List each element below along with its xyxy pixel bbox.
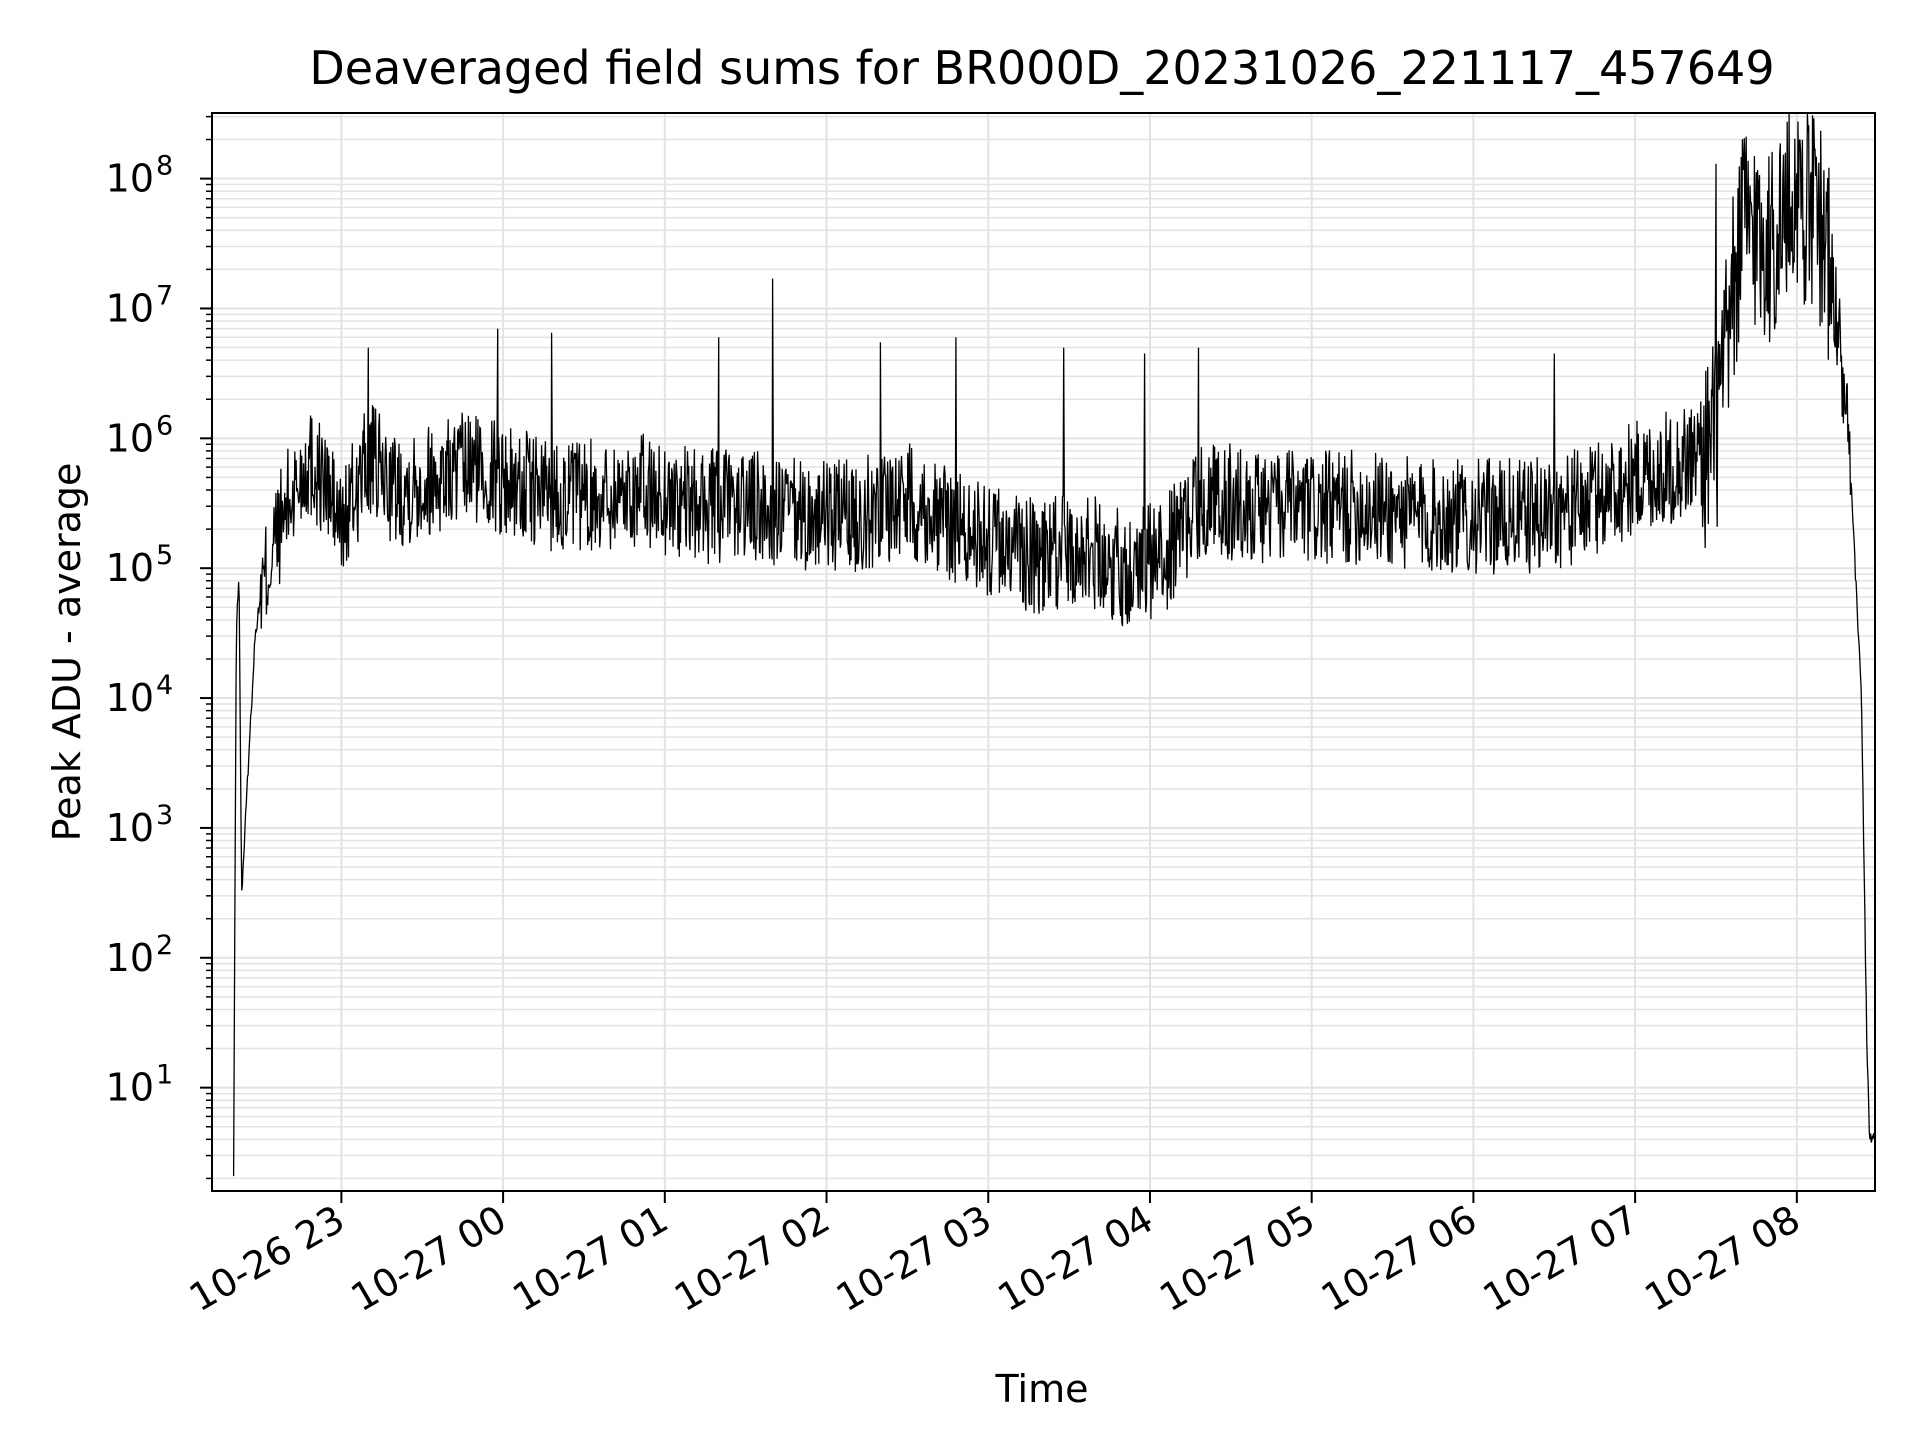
x-tick-label: 10-27 00 <box>344 1197 514 1321</box>
y-tick-label: 10 <box>106 1066 154 1110</box>
plot-frame <box>211 112 1876 1192</box>
x-tick-label: 10-27 02 <box>667 1197 837 1321</box>
x-tick-label: 10-26 23 <box>182 1197 352 1321</box>
y-tick-label: 10 <box>106 286 154 330</box>
x-tick-label: 10-27 01 <box>505 1197 675 1321</box>
y-tick-exponent: 4 <box>156 670 173 701</box>
y-tick-exponent: 1 <box>156 1060 173 1091</box>
chart-title: Deaveraged field sums for BR000D_2023102… <box>309 41 1774 95</box>
series-layer <box>232 112 1876 1177</box>
y-tick-label: 10 <box>106 546 154 590</box>
y-tick-exponent: 6 <box>156 410 173 441</box>
x-tick-label: 10-27 03 <box>829 1197 999 1321</box>
series-line <box>232 112 1876 1177</box>
y-tick-exponent: 7 <box>156 280 173 311</box>
y-tick-exponent: 2 <box>156 930 173 961</box>
y-tick-label: 10 <box>106 157 154 201</box>
y-tick-label: 10 <box>106 936 154 980</box>
y-tick-label: 10 <box>106 416 154 460</box>
y-tick-label: 10 <box>106 676 154 720</box>
y-tick-exponent: 5 <box>156 540 173 571</box>
x-tick-label: 10-27 07 <box>1476 1197 1646 1321</box>
grid-lines <box>212 113 1875 1191</box>
x-tick-label: 10-27 06 <box>1314 1197 1484 1321</box>
y-axis-label: Peak ADU - average <box>45 463 89 842</box>
x-tick-label: 10-27 04 <box>990 1197 1160 1321</box>
y-tick-label: 10 <box>106 806 154 850</box>
y-tick-exponent: 8 <box>156 151 173 182</box>
x-tick-label: 10-27 05 <box>1152 1197 1322 1321</box>
x-axis-label: Time <box>995 1367 1089 1411</box>
y-tick-exponent: 3 <box>156 800 173 831</box>
x-tick-label: 10-27 08 <box>1637 1197 1807 1321</box>
